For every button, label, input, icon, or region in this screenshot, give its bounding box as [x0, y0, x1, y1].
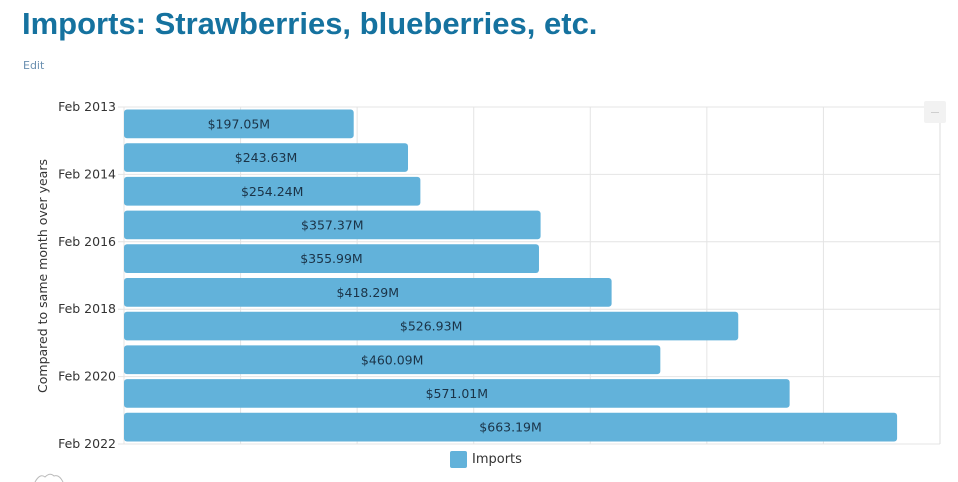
bar[interactable]	[124, 210, 541, 240]
bar[interactable]	[124, 244, 539, 273]
bar-value-label: $460.09M	[361, 352, 423, 367]
bar-value-label: $355.99M	[300, 251, 362, 266]
bar-value-label: $418.29M	[337, 285, 399, 300]
y-axis-ticks: Feb 2013 Feb 2014 Feb 2016 Feb 2018 Feb 2020…	[58, 99, 116, 451]
bar[interactable]	[124, 278, 612, 307]
y-tick-label: Feb 2022	[58, 436, 116, 451]
y-tick-label: Feb 2018	[58, 301, 116, 316]
y-tick-label: Feb 2013	[58, 99, 116, 114]
bar[interactable]	[124, 311, 739, 341]
y-axis-title: Compared to same month over years	[35, 159, 50, 393]
bar-value-label: $197.05M	[208, 116, 270, 131]
bar-value-label: $663.19M	[479, 420, 541, 435]
bar-group[interactable]: $243.63M	[124, 143, 409, 172]
gridlines	[118, 106, 941, 445]
legend-swatch-imports	[450, 451, 467, 468]
y-tick-label: Feb 2014	[58, 166, 116, 181]
bar-value-label: $357.37M	[301, 217, 363, 232]
legend-label-imports: Imports	[472, 452, 522, 467]
chart-menu-button[interactable]	[924, 101, 946, 123]
bar[interactable]	[124, 412, 898, 442]
bar[interactable]	[124, 176, 421, 206]
bar-group[interactable]: $460.09M	[124, 345, 661, 375]
bar-group[interactable]: $571.01M	[124, 379, 790, 408]
bar-group[interactable]: $418.29M	[124, 278, 612, 307]
bar[interactable]	[124, 345, 661, 375]
bar[interactable]	[124, 109, 354, 139]
y-tick-label: Feb 2020	[58, 369, 116, 384]
bar[interactable]	[124, 143, 409, 172]
y-tick-label: Feb 2016	[58, 234, 116, 249]
bar-value-label: $571.01M	[426, 386, 488, 401]
menu-icon	[931, 112, 939, 113]
bar-group[interactable]: $197.05M	[124, 109, 354, 139]
bar-value-label: $254.24M	[241, 184, 303, 199]
bar-group[interactable]: $663.19M	[124, 412, 898, 442]
bar-group[interactable]: $357.37M	[124, 210, 541, 240]
edit-link[interactable]: Edit	[23, 59, 45, 72]
bar[interactable]	[124, 379, 790, 408]
bar-value-label: $526.93M	[400, 319, 462, 334]
bar-value-label: $243.63M	[235, 150, 297, 165]
bar-group[interactable]: $355.99M	[124, 244, 539, 273]
legend[interactable]: Imports	[450, 451, 522, 468]
page-title: Imports: Strawberries, blueberries, etc.	[22, 6, 598, 41]
bars: $197.05M $243.63M $254.24M $357.37M $355.99M…	[124, 109, 898, 442]
bar-group[interactable]: $526.93M	[124, 311, 739, 341]
bar-group[interactable]: $254.24M	[124, 176, 421, 206]
logo-icon	[34, 473, 64, 482]
